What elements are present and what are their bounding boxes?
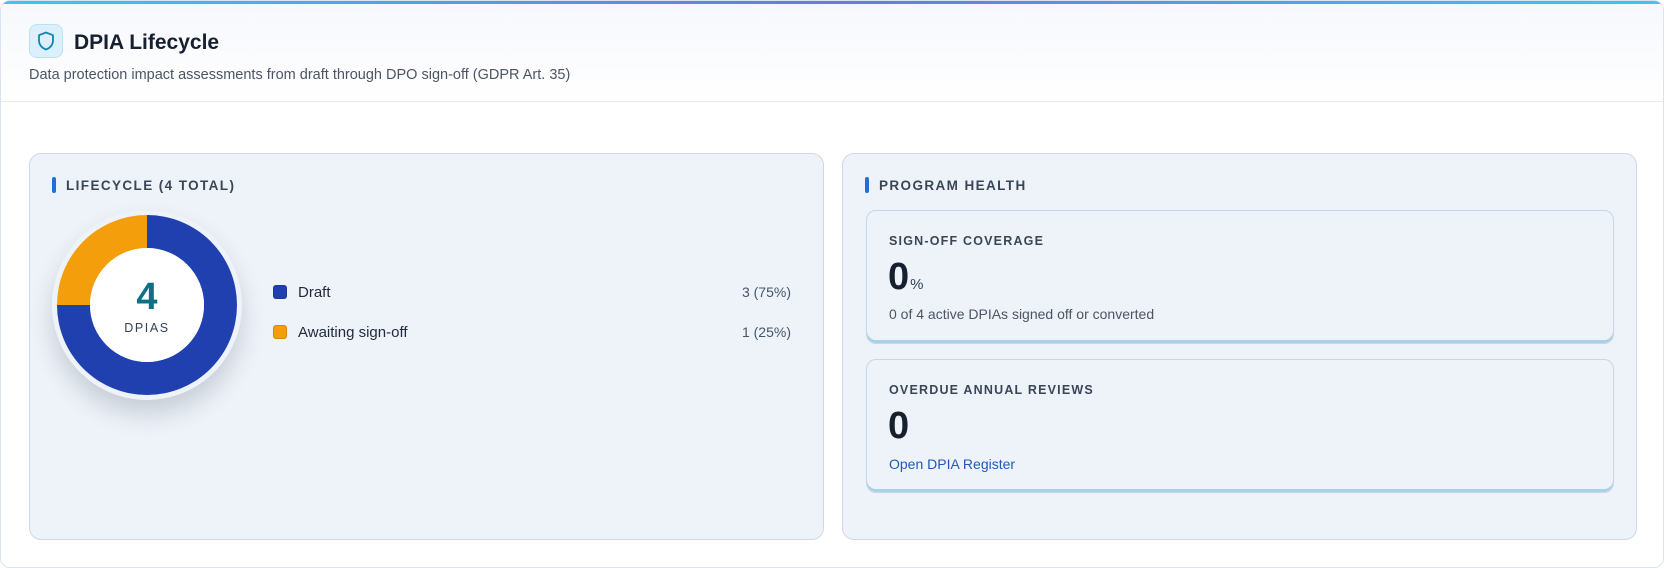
legend-item-draft: Draft 3 (75%): [273, 272, 791, 312]
card-header: DPIA Lifecycle Data protection impact as…: [1, 4, 1663, 102]
metric-number: 0: [888, 256, 910, 298]
legend-value: 3 (75%): [741, 284, 791, 300]
donut-center: 4 DPIAS: [52, 210, 242, 400]
donut-slice-awaiting-sign-off: [57, 215, 147, 305]
program-health-section-header: PROGRAM HEALTH: [865, 177, 1027, 193]
metric-title: SIGN-OFF COVERAGE: [889, 234, 1045, 248]
section-accent-bar: [52, 177, 56, 193]
donut-total-unit: DPIAS: [124, 321, 170, 335]
lifecycle-legend: Draft 3 (75%) Awaiting sign-off 1 (25%): [273, 272, 791, 352]
overdue-reviews-card: OVERDUE ANNUAL REVIEWS 0 Open DPIA Regis…: [866, 359, 1614, 493]
program-health-panel: PROGRAM HEALTH SIGN-OFF COVERAGE 0% 0 of…: [842, 153, 1637, 540]
metric-note: 0 of 4 active DPIAs signed off or conver…: [889, 306, 1155, 322]
legend-swatch-awaiting: [273, 325, 287, 339]
lifecycle-label: LIFECYCLE (4 TOTAL): [66, 177, 236, 193]
program-health-label: PROGRAM HEALTH: [879, 177, 1027, 193]
section-accent-bar: [865, 177, 869, 193]
donut-slice-draft: [57, 215, 237, 395]
donut-svg: [57, 215, 237, 395]
open-dpia-register-link[interactable]: Open DPIA Register: [889, 456, 1016, 472]
lifecycle-panel: LIFECYCLE (4 TOTAL) 4 DPIAS Draft 3 (75%…: [29, 153, 824, 540]
legend-swatch-draft: [273, 285, 287, 299]
metric-suffix: %: [910, 276, 924, 293]
metric-title: OVERDUE ANNUAL REVIEWS: [889, 383, 1094, 397]
shield-icon: [29, 24, 63, 58]
donut-hole: [90, 248, 204, 362]
lifecycle-donut-chart: 4 DPIAS: [52, 210, 242, 400]
legend-label: Awaiting sign-off: [298, 323, 408, 341]
top-accent-bar: [1, 1, 1663, 4]
overdue-reviews-value: 0: [888, 405, 910, 447]
legend-item-awaiting-sign-off: Awaiting sign-off 1 (25%): [273, 312, 791, 352]
legend-label: Draft: [298, 283, 331, 301]
page-subtitle: Data protection impact assessments from …: [29, 67, 571, 83]
signoff-coverage-card: SIGN-OFF COVERAGE 0% 0 of 4 active DPIAs…: [866, 210, 1614, 344]
signoff-coverage-value: 0%: [888, 255, 923, 307]
donut-total: 4: [136, 276, 158, 318]
lifecycle-section-header: LIFECYCLE (4 TOTAL): [52, 177, 235, 193]
legend-value: 1 (25%): [741, 324, 791, 340]
page-title: DPIA Lifecycle: [74, 31, 220, 54]
